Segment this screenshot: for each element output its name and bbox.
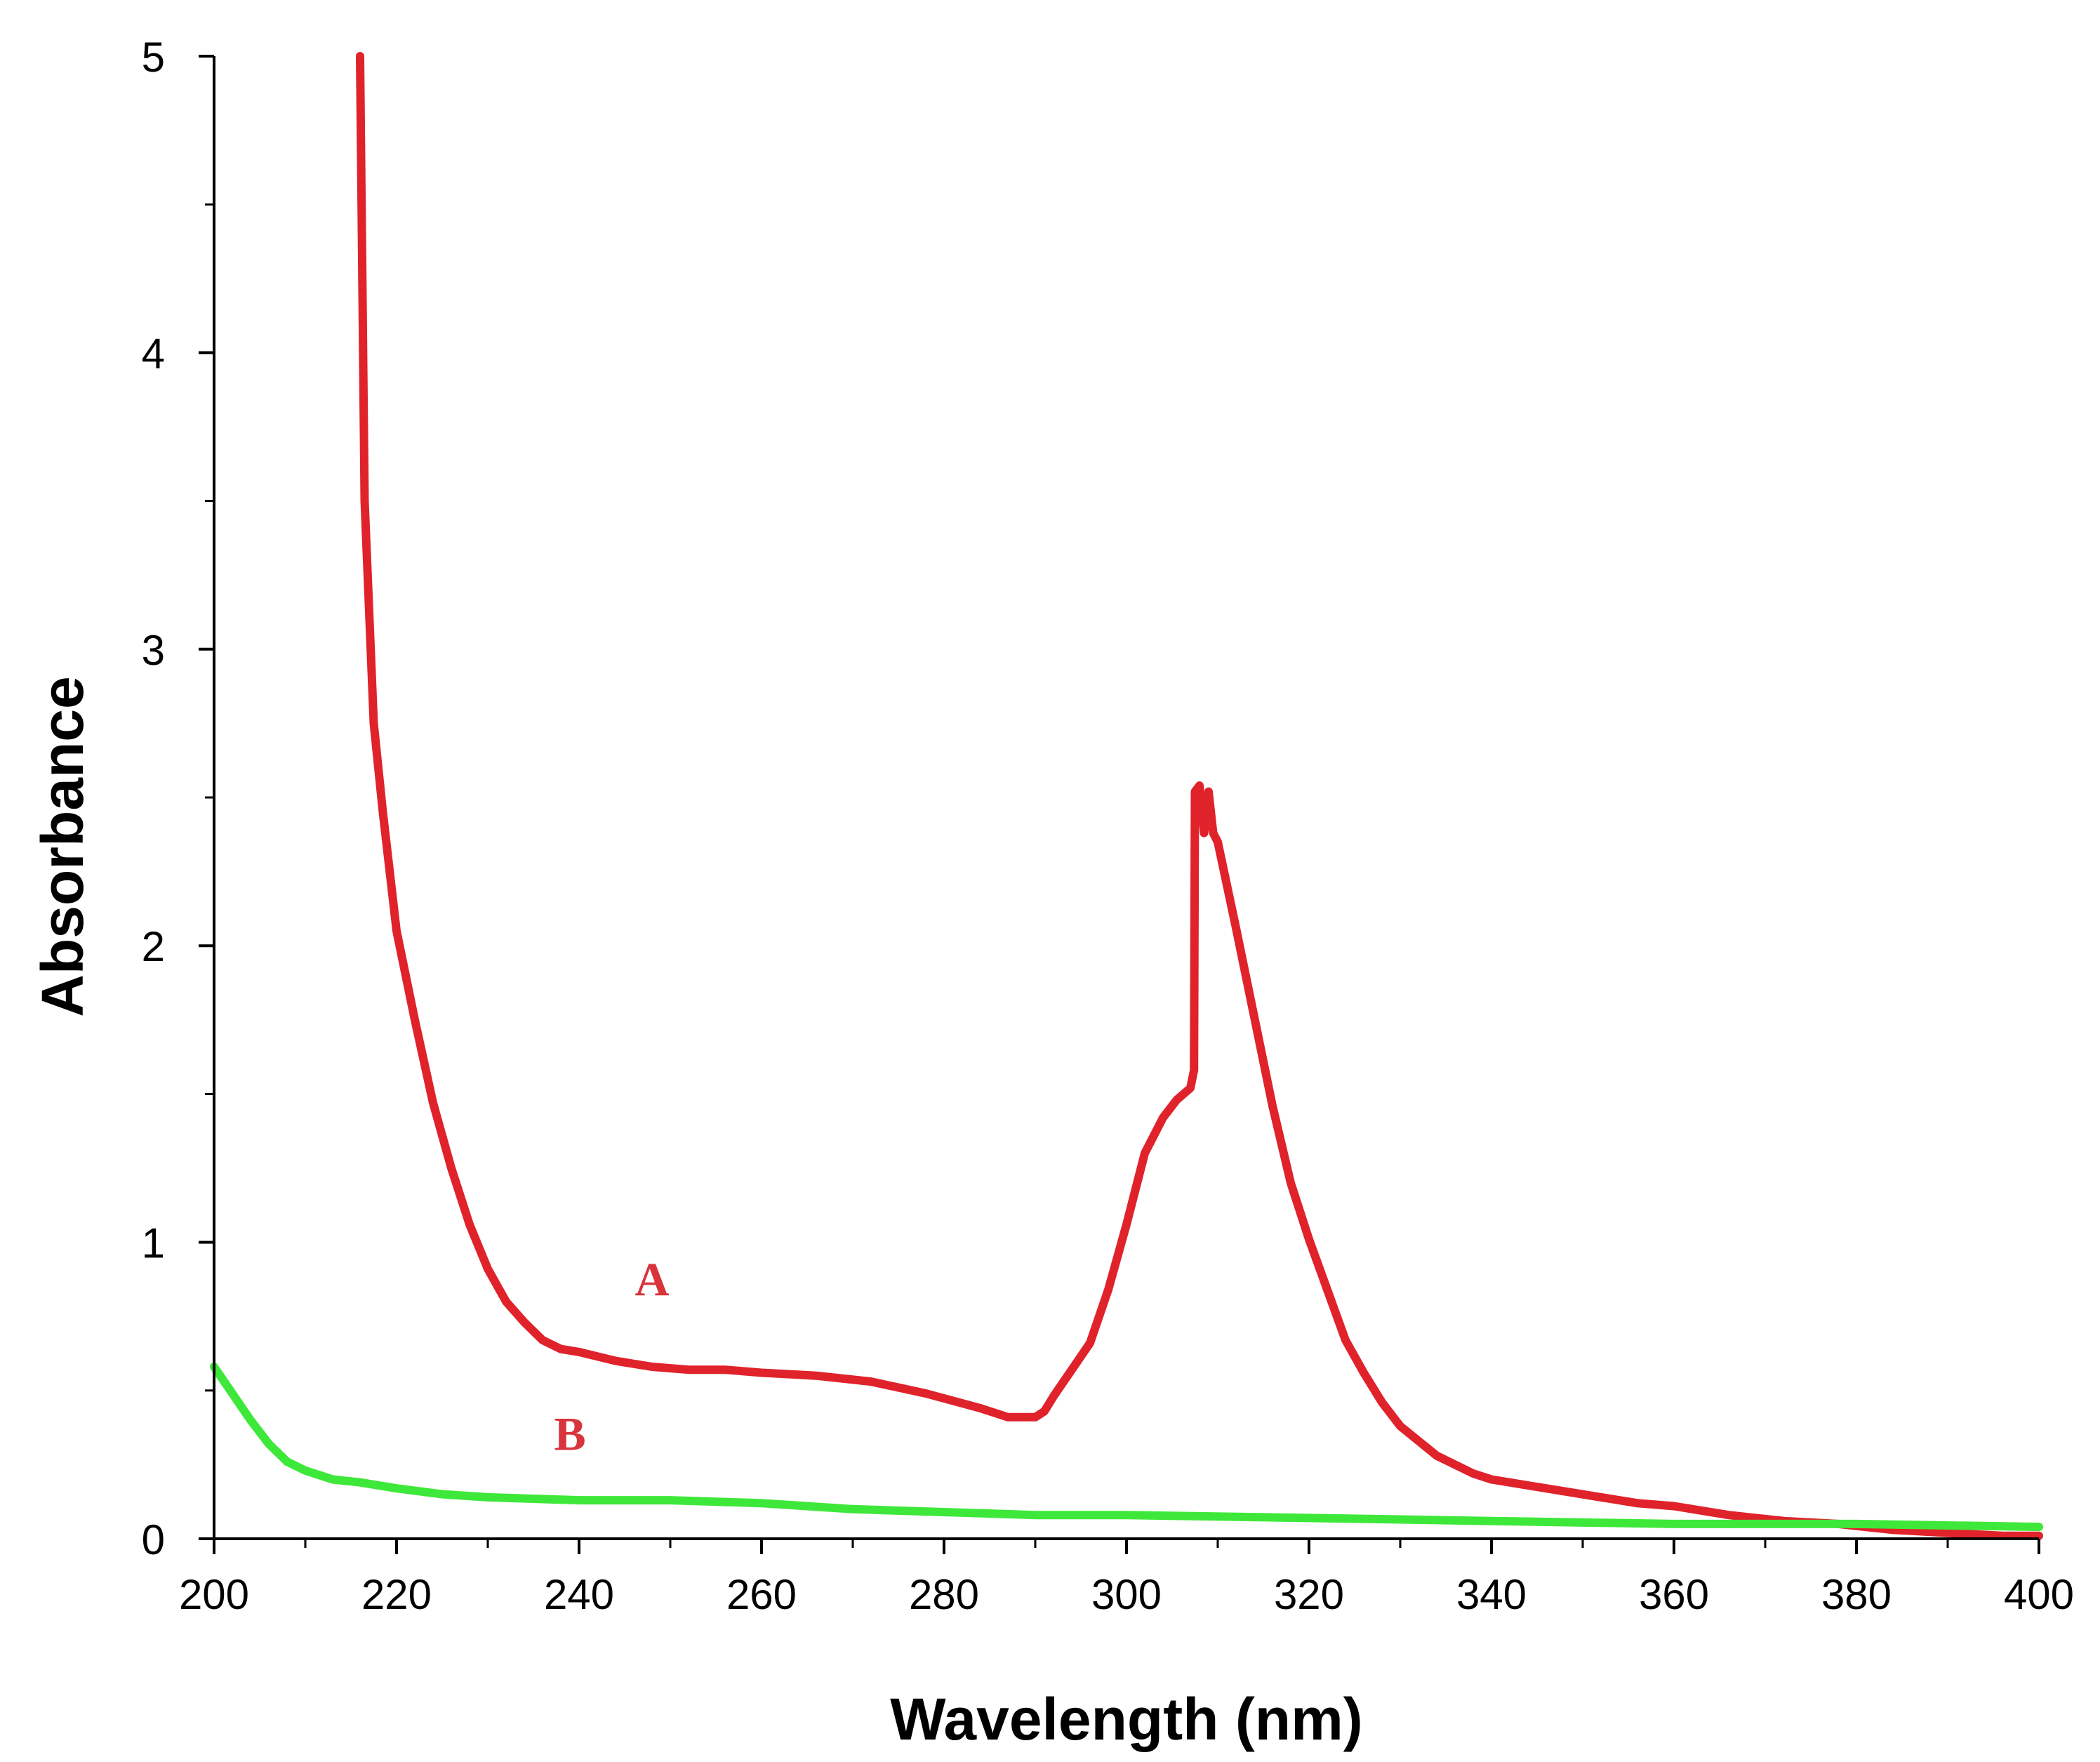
series-label-b: B	[554, 1407, 585, 1460]
y-axis-title: Absorbance	[29, 676, 95, 1016]
series-label-a: A	[634, 1253, 669, 1306]
y-tick-label: 0	[142, 1516, 165, 1563]
labels-layer: Wavelength (nm) Absorbance	[29, 676, 1363, 1752]
x-tick-label: 380	[1821, 1571, 1892, 1618]
y-tick-label: 5	[142, 34, 165, 81]
series-line-a	[356, 52, 2043, 1540]
x-tick-label: 220	[361, 1571, 432, 1618]
y-tick-label: 3	[142, 627, 165, 674]
ticks-layer: 200 220 240 260 280 300 320 340 360 380 400 0 1 2 3 4 5	[142, 34, 2074, 1618]
x-tick-label: 340	[1456, 1571, 1527, 1618]
x-tick-label: 280	[909, 1571, 979, 1618]
series-line-b	[210, 1363, 2043, 1532]
axes-layer	[213, 56, 2039, 1540]
y-tick-label: 1	[142, 1220, 165, 1267]
x-tick-label: 320	[1274, 1571, 1344, 1618]
y-tick-label: 2	[142, 923, 165, 970]
x-tick-label: 240	[544, 1571, 614, 1618]
series-layer: AB	[210, 52, 2043, 1540]
x-tick-label: 400	[2004, 1571, 2074, 1618]
x-axis-title: Wavelength (nm)	[890, 1686, 1363, 1752]
x-tick-label: 260	[726, 1571, 797, 1618]
x-tick-label: 200	[179, 1571, 249, 1618]
x-tick-label: 360	[1639, 1571, 1709, 1618]
y-tick-label: 4	[142, 330, 165, 377]
x-tick-label: 300	[1091, 1571, 1162, 1618]
